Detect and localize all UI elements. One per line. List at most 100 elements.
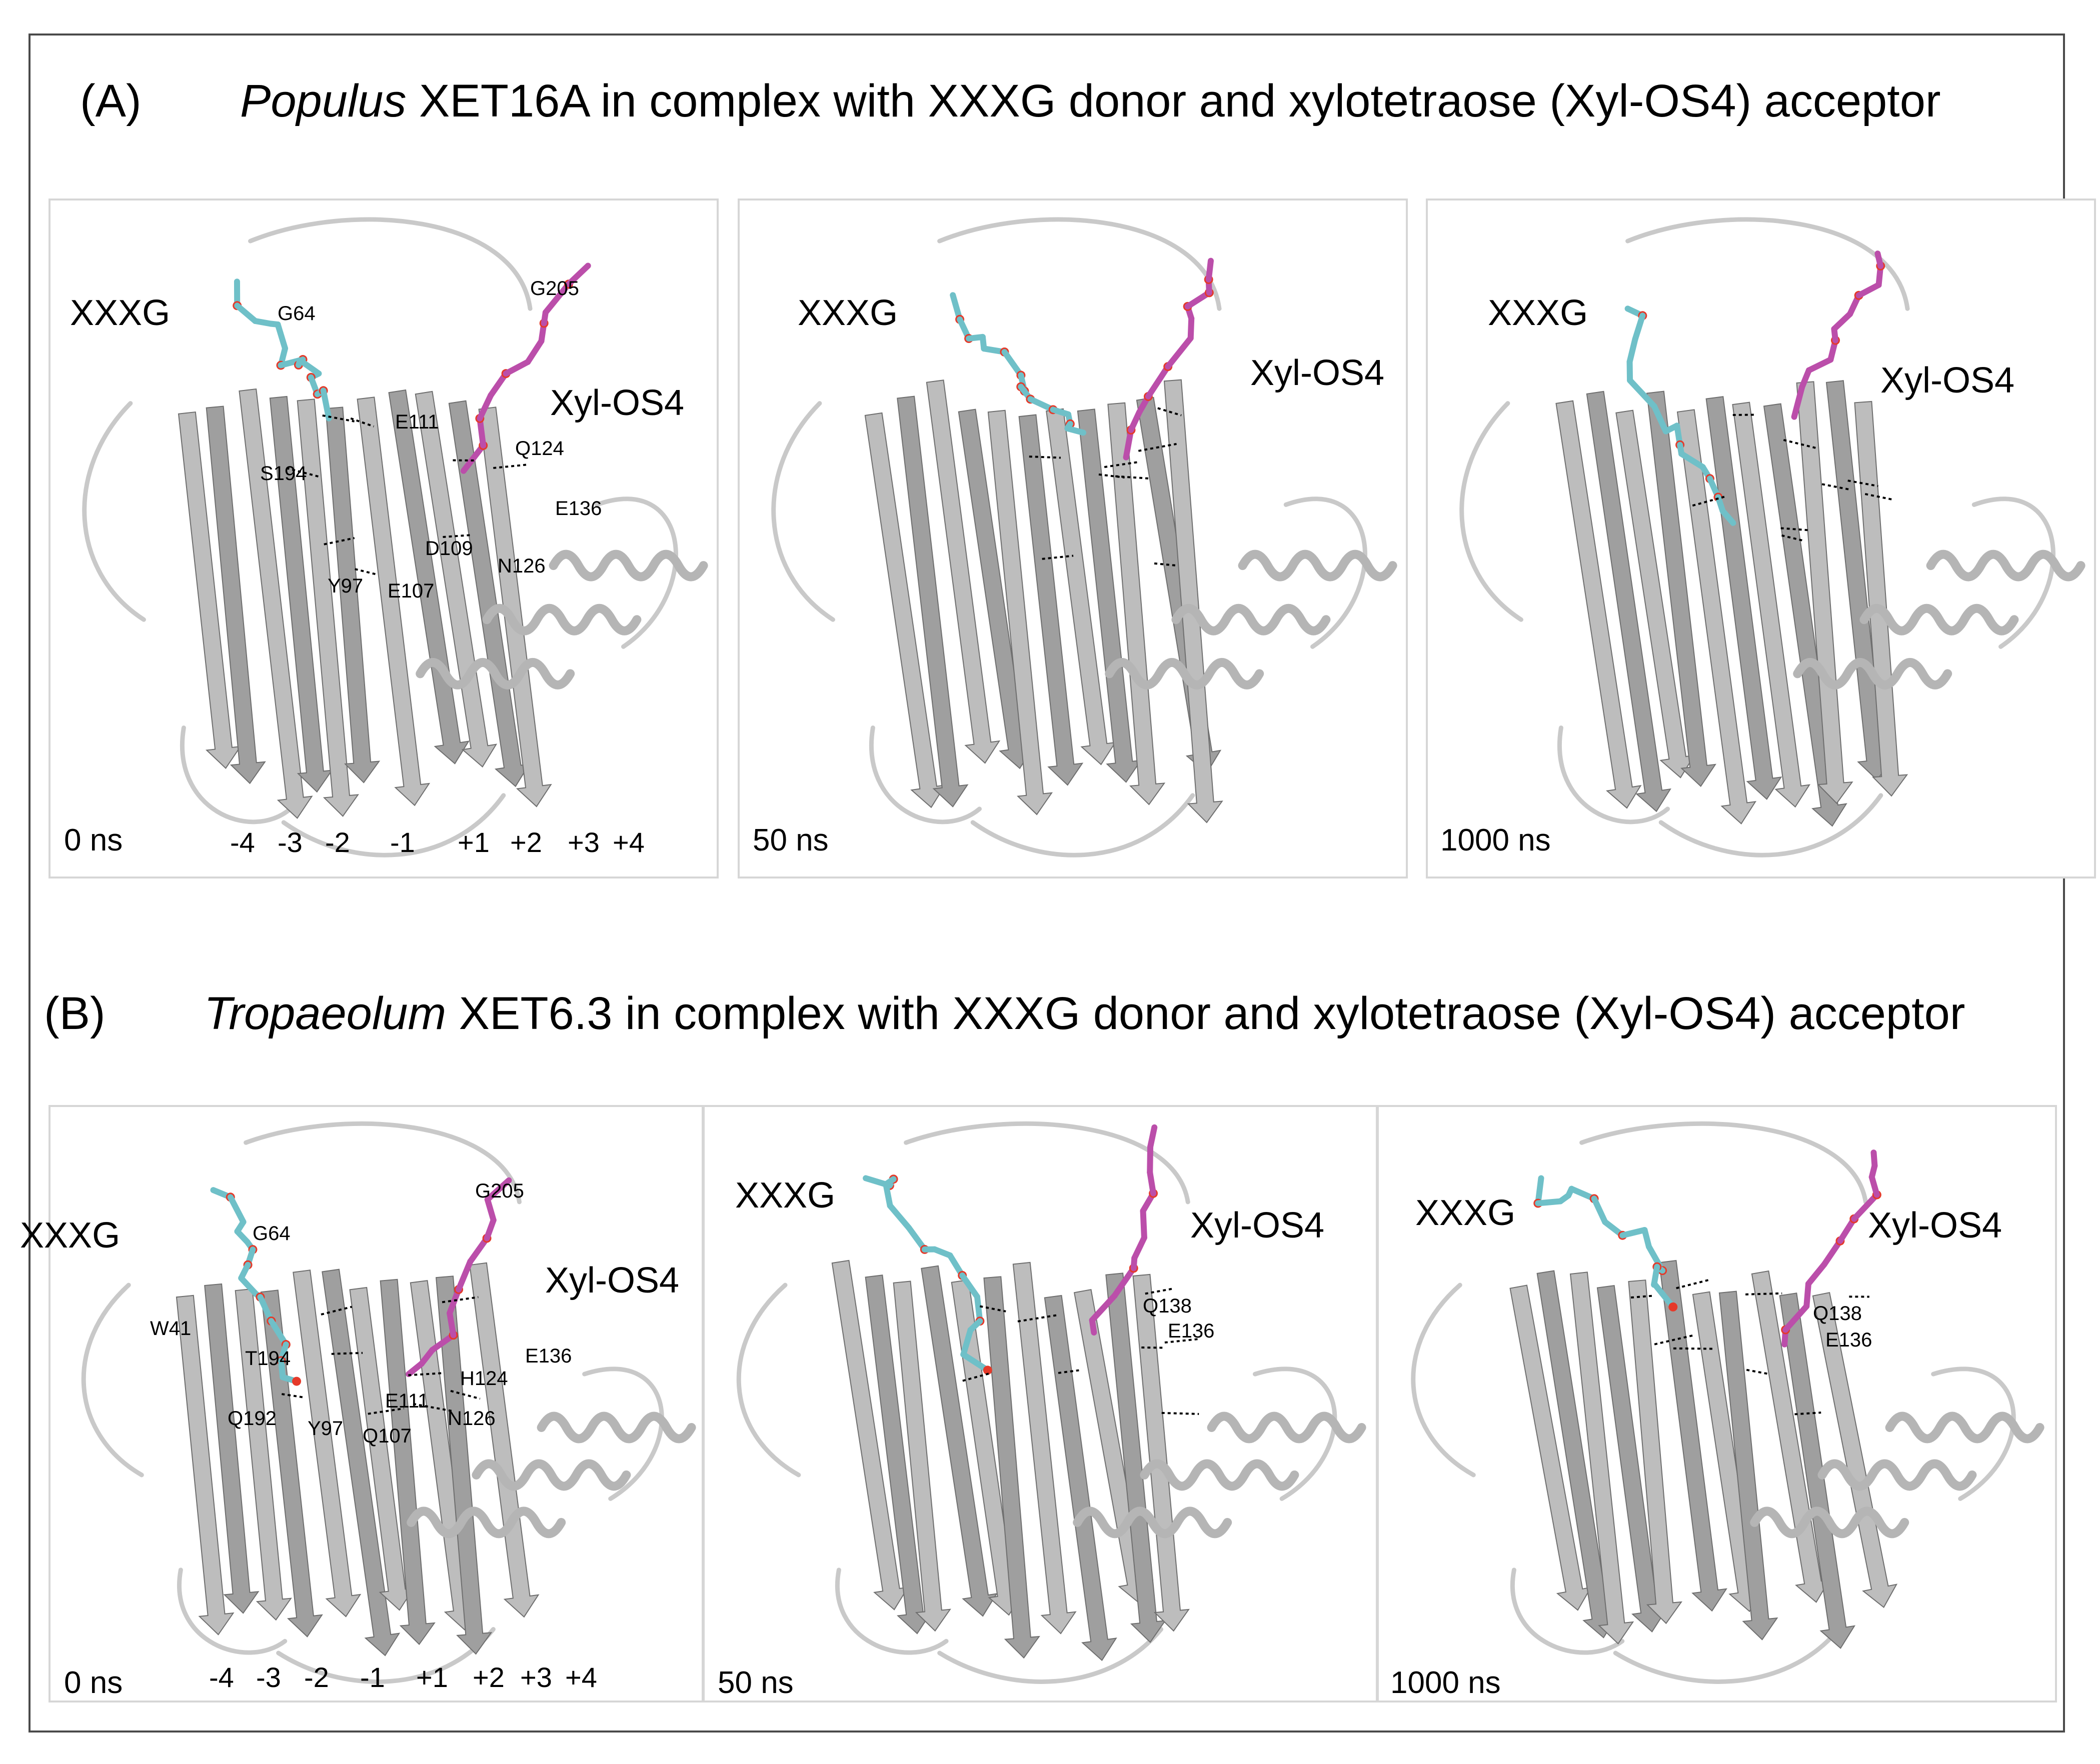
acceptor-bond xyxy=(1782,1303,1810,1333)
helix xyxy=(482,604,642,636)
acceptor-bond xyxy=(525,338,545,365)
section-b-title: (B) Tropaeolum XET6.3 in complex with XXX… xyxy=(44,988,1965,1040)
donor-bond xyxy=(1651,403,1669,434)
beta-strand xyxy=(448,400,531,788)
residue-label: Q138 xyxy=(1143,1295,1192,1317)
donor-bond xyxy=(238,1275,259,1298)
acceptor-bond xyxy=(503,358,531,377)
hydrogen-bond xyxy=(443,534,471,538)
acceptor-label: Xyl-OS4 xyxy=(1250,353,1385,393)
beta-strand xyxy=(1555,400,1642,809)
donor-bond xyxy=(1619,1226,1648,1238)
subsite-label: -1 xyxy=(360,1662,385,1693)
residue-label: Q138 xyxy=(1813,1302,1862,1324)
hydrogen-bond xyxy=(355,568,377,576)
loop xyxy=(1579,1121,1868,1204)
donor-bond xyxy=(1627,377,1657,410)
hydrogen-bond xyxy=(1017,1314,1058,1322)
acceptor-bond xyxy=(1855,282,1882,298)
residue-label: E111 xyxy=(385,1390,429,1412)
beta-strand xyxy=(1586,390,1671,812)
subsite-label: -4 xyxy=(230,826,255,858)
acceptor-bond xyxy=(1868,1174,1880,1198)
loop xyxy=(1971,496,2055,649)
beta-strand xyxy=(1107,402,1166,806)
xylos4-acceptor-ligand xyxy=(1089,1124,1158,1336)
residue-label: G64 xyxy=(278,302,316,324)
subsite-label: +4 xyxy=(565,1662,597,1693)
donor-bond xyxy=(1651,1280,1676,1310)
hydrogen-bond xyxy=(1673,1347,1713,1350)
residue-label: G205 xyxy=(530,278,579,300)
helix xyxy=(1140,1459,1299,1491)
acceptor-bond xyxy=(1805,1261,1827,1287)
subsite-label: -2 xyxy=(325,826,350,858)
loop xyxy=(177,1568,288,1655)
protein-cartoon xyxy=(771,217,1397,858)
residue-label: G205 xyxy=(475,1180,524,1202)
beta-strand xyxy=(1732,402,1811,808)
helix xyxy=(1793,658,1952,690)
acceptor-bond xyxy=(484,1177,512,1203)
donor-label: XXXG xyxy=(1488,293,1588,333)
residue-label: W41 xyxy=(150,1318,192,1340)
beta-strand xyxy=(921,1265,998,1617)
protein-cartoon xyxy=(736,1121,1366,1684)
hydrogen-bond xyxy=(1098,473,1125,479)
subsite-label: +1 xyxy=(458,826,490,858)
acceptor-bond xyxy=(1131,1234,1147,1262)
section-a-caption: XET16A in complex with XXXG donor and xy… xyxy=(406,76,1941,126)
acceptor-bond xyxy=(467,1235,490,1265)
loop xyxy=(281,793,506,858)
helix xyxy=(1817,1459,1977,1491)
loop xyxy=(869,726,982,824)
acceptor-bond xyxy=(1123,427,1134,460)
beta-strand xyxy=(865,1274,933,1634)
hydrogen-bond xyxy=(1654,1334,1694,1346)
beta-strand xyxy=(1509,1284,1592,1611)
acceptor-label: Xyl-OS4 xyxy=(1868,1206,2002,1246)
hydrogen-bond xyxy=(980,1305,1006,1312)
loop xyxy=(1283,496,1367,649)
helix xyxy=(407,1506,566,1538)
donor-label: XXXG xyxy=(798,293,898,333)
hydrogen-bond xyxy=(1732,414,1756,416)
beta-strand xyxy=(1854,400,1908,797)
loop xyxy=(1252,1366,1337,1501)
beta-strand xyxy=(1779,1292,1855,1649)
residue-label: S194 xyxy=(260,462,307,484)
loop xyxy=(594,496,678,649)
loop xyxy=(835,1568,949,1655)
panel-b-50ns xyxy=(703,1105,1378,1702)
loop xyxy=(771,401,835,622)
xylos4-acceptor-ligand xyxy=(1781,1150,1881,1348)
loop xyxy=(904,1121,1190,1204)
subsite-label: -3 xyxy=(278,826,303,858)
beta-strand xyxy=(269,396,333,793)
beta-strand xyxy=(1812,1292,1898,1608)
panel-b-1000ns xyxy=(1377,1105,2057,1702)
donor-bond xyxy=(297,357,322,377)
donor-bond xyxy=(960,1327,974,1358)
beta-strand xyxy=(1646,390,1716,788)
hydrogen-bond xyxy=(368,1407,404,1415)
beta-strand xyxy=(1628,1280,1682,1624)
acceptor-bond xyxy=(1165,335,1194,370)
hydrogen-bond xyxy=(413,1402,453,1412)
loop xyxy=(1931,1366,2016,1501)
protein-structure-a-0ns xyxy=(82,217,708,858)
donor-bond xyxy=(959,1272,980,1300)
donor-bond xyxy=(275,321,289,352)
xxxg-donor-ligand xyxy=(1533,1175,1678,1312)
loop xyxy=(81,1282,144,1478)
beta-strand xyxy=(897,396,969,808)
beta-strand xyxy=(1676,409,1757,824)
loop xyxy=(180,726,293,824)
helix xyxy=(472,1459,631,1491)
oxygen-atom xyxy=(292,1376,302,1386)
beta-strand xyxy=(1615,410,1695,778)
acceptor-bond xyxy=(484,1196,497,1224)
residue-label: Q192 xyxy=(228,1408,277,1430)
hydrogen-bond xyxy=(1746,1368,1769,1375)
acceptor-bond xyxy=(1799,367,1812,390)
